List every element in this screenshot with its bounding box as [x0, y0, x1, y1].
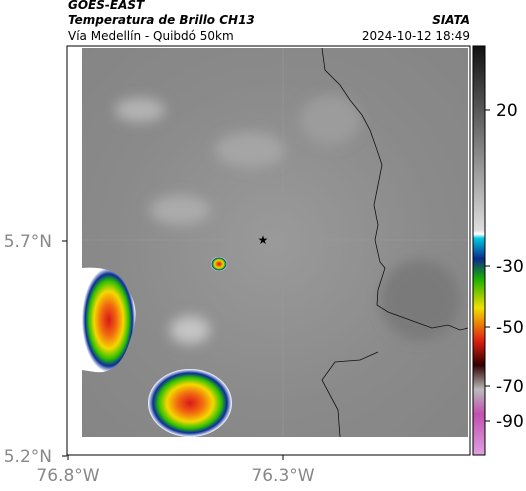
- border: [321, 47, 469, 331]
- lat-label: 5.2°N: [4, 447, 52, 467]
- colorbar-label: -70: [496, 377, 524, 397]
- colorbar-label: -90: [496, 412, 524, 432]
- timestamp: 2024-10-12 18:49: [362, 29, 470, 43]
- colorbar-label: -30: [496, 257, 524, 277]
- colorbar: [472, 45, 486, 456]
- lon-label: 76.8°W: [36, 466, 99, 486]
- lat-label: 5.7°N: [4, 232, 52, 252]
- source: SIATA: [432, 13, 470, 27]
- route: Vía Medellín - Quibdó 50km: [68, 29, 234, 43]
- cloud-texture: [115, 95, 460, 344]
- colorbar-label: 20: [496, 101, 518, 121]
- map-frame: [66, 45, 471, 456]
- lon-label: 76.3°W: [251, 466, 314, 486]
- border: [321, 351, 379, 438]
- storm-cell: [82, 267, 136, 373]
- storm-cell: [211, 257, 227, 271]
- colorbar-label: -50: [496, 318, 524, 338]
- title: GOES-EAST: [68, 0, 145, 12]
- storm-cell: [148, 369, 232, 437]
- subtitle: Temperatura de Brillo CH13: [68, 13, 255, 27]
- location-marker: ★: [258, 233, 269, 247]
